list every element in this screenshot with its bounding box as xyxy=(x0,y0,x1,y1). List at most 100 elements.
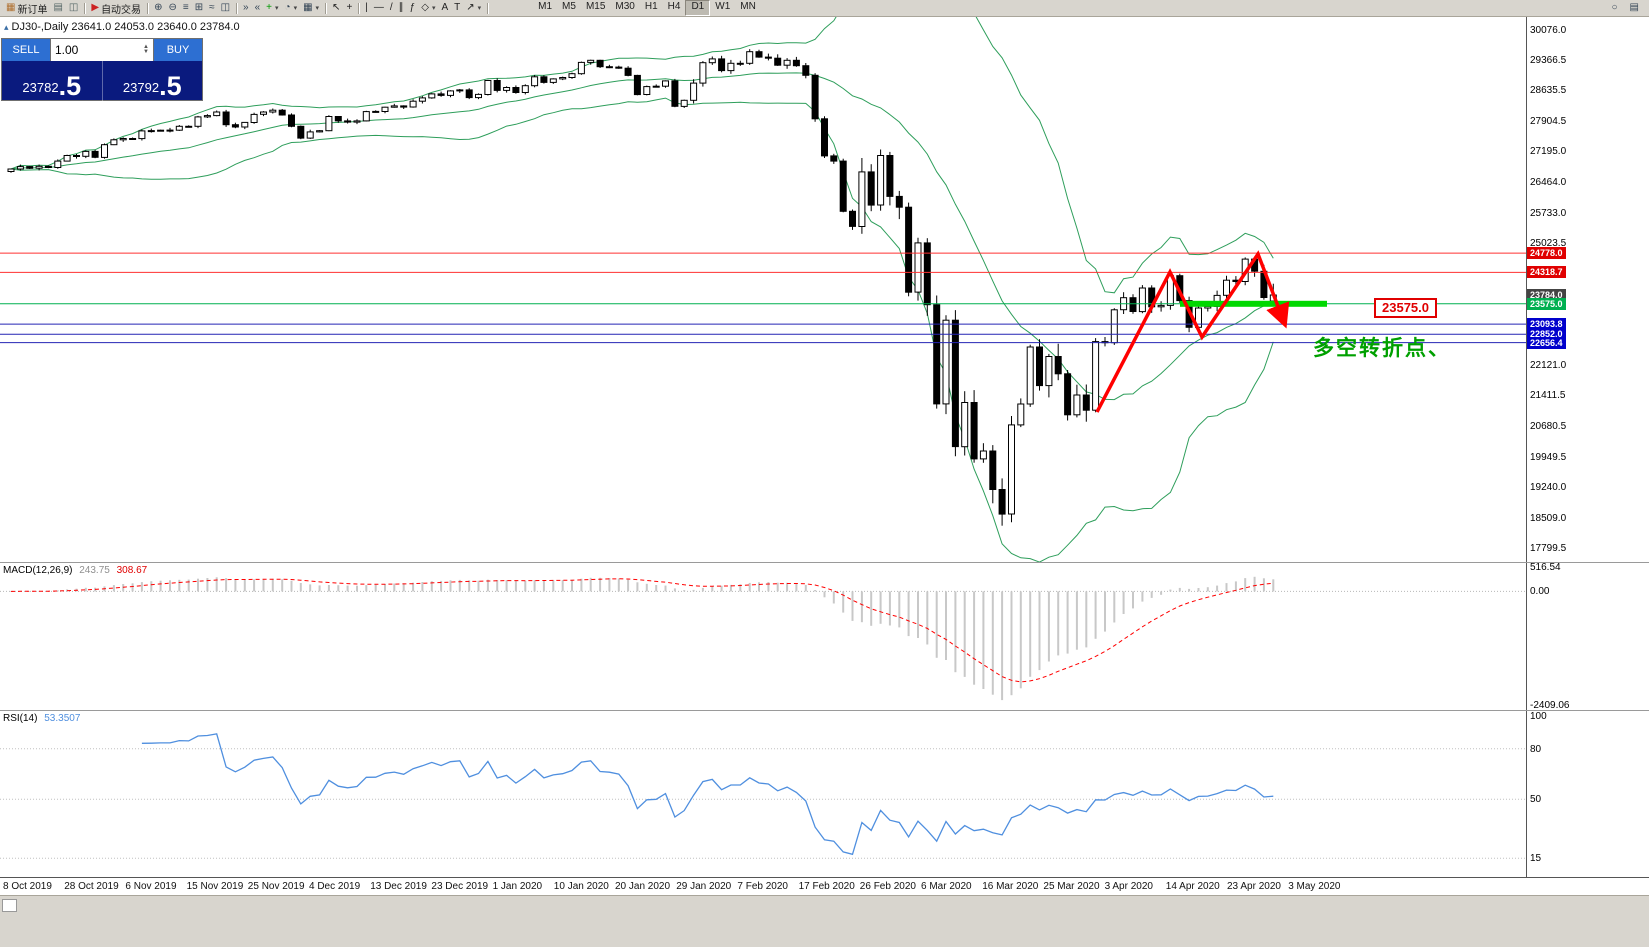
date-label: 23 Apr 2020 xyxy=(1227,881,1281,892)
periods-icon-caret[interactable]: ▾ xyxy=(293,5,298,12)
macd-axis-border xyxy=(1526,563,1527,710)
layout-icon[interactable]: ▤ xyxy=(1627,1,1642,16)
timeframe-m15[interactable]: M15 xyxy=(585,1,606,12)
buy-price-main: 23792 xyxy=(122,80,160,95)
tile-windows-icon[interactable]: ◫ xyxy=(218,1,233,16)
symbol-icon: ▴ xyxy=(4,21,9,32)
auto-scroll-icon: » xyxy=(243,2,249,13)
volume-spinner[interactable]: ▲ ▼ xyxy=(143,44,149,55)
templates-icon: ▦ xyxy=(303,2,313,13)
profiles-icon[interactable]: ◫ xyxy=(66,1,81,16)
channel-icon: ∥ xyxy=(398,2,404,13)
rsi-axis[interactable]: 100 80 50 15 xyxy=(1527,711,1649,877)
periods-icon[interactable]: ◔ ▾ xyxy=(282,1,301,16)
timeframe-m30[interactable]: M30 xyxy=(615,1,635,12)
macd-label: MACD(12,26,9) 243.75 308.67 xyxy=(3,565,147,576)
periods-icon: ◔ xyxy=(284,2,291,13)
line-chart-type-icon[interactable]: ≈ xyxy=(206,1,218,16)
zoom-out-icon: ⊖ xyxy=(168,2,177,13)
sell-button[interactable]: SELL xyxy=(2,39,50,61)
timeframe-h1[interactable]: H1 xyxy=(644,1,658,12)
new-order-button[interactable]: ▦ 新订单 xyxy=(3,1,50,16)
templates-icon-caret[interactable]: ▾ xyxy=(315,5,320,12)
indicators-icon[interactable]: + ▾ xyxy=(263,1,281,16)
price-tick: 29366.5 xyxy=(1530,54,1567,66)
horizontal-scrollbar[interactable] xyxy=(0,895,1649,947)
chart-note-annotation[interactable]: 多空转折点、 xyxy=(1313,337,1451,360)
rsi-canvas[interactable] xyxy=(0,711,1526,877)
toolbar-separator xyxy=(84,2,86,14)
date-label: 3 Apr 2020 xyxy=(1104,881,1153,892)
indicators-icon-caret[interactable]: ▾ xyxy=(275,5,279,12)
crosshair-icon[interactable]: + xyxy=(343,1,355,16)
bar-chart-type-icon[interactable]: ≡ xyxy=(180,1,192,16)
price-axis[interactable]: 30076.0 29366.5 28635.5 27904.5 27195.0 26464… xyxy=(1527,17,1649,562)
price-callout-label[interactable]: 23575.0 xyxy=(1374,298,1437,318)
search-icon: ○ xyxy=(1611,2,1618,13)
vertical-line-icon: | xyxy=(365,2,368,13)
crosshair-icon: + xyxy=(346,2,353,13)
date-label: 13 Dec 2019 xyxy=(370,881,427,892)
trendline-icon[interactable]: / xyxy=(387,1,396,16)
date-label: 26 Feb 2020 xyxy=(859,881,916,892)
timeframe-m5[interactable]: M5 xyxy=(562,1,576,12)
layout-icon: ▤ xyxy=(1629,2,1639,13)
one-click-trade-panel: SELL 1.00 ▲ ▼ BUY 23782 .5 23792 .5 xyxy=(1,38,203,101)
horizontal-line-icon[interactable]: — xyxy=(371,1,387,16)
date-label: 29 Jan 2020 xyxy=(676,881,732,892)
price-badge: 24318.7 xyxy=(1527,266,1566,279)
cursor-icon[interactable]: ↖ xyxy=(329,1,343,16)
templates-icon[interactable]: ▦ ▾ xyxy=(300,1,322,16)
rsi-axis-label: 50 xyxy=(1530,794,1542,806)
auto-scroll-icon[interactable]: » xyxy=(240,1,252,16)
search-icon[interactable]: ○ xyxy=(1609,1,1621,16)
chart-shift-icon[interactable]: « xyxy=(252,1,264,16)
date-label: 25 Nov 2019 xyxy=(247,881,305,892)
sell-price-pip: .5 xyxy=(58,71,82,101)
date-label: 16 Mar 2020 xyxy=(982,881,1039,892)
zoom-out-icon[interactable]: ⊖ xyxy=(165,1,179,16)
vertical-line-icon[interactable]: | xyxy=(362,1,371,16)
macd-axis[interactable]: 516.54 0.00 -2409.06 xyxy=(1527,562,1649,711)
text-icon[interactable]: A xyxy=(438,1,451,16)
rsi-axis-label: 80 xyxy=(1530,743,1542,755)
chart-window-icon[interactable]: ▤ xyxy=(50,1,65,16)
toolbar-right-group: ○ ▤ xyxy=(1609,1,1647,16)
toolbar-separator xyxy=(147,2,149,14)
timeframe-h4[interactable]: H4 xyxy=(667,1,681,12)
timeframe-m1[interactable]: M1 xyxy=(538,1,553,12)
buy-price[interactable]: 23792 .5 xyxy=(103,61,203,101)
channel-icon[interactable]: ∥ xyxy=(396,1,407,16)
date-label: 25 Mar 2020 xyxy=(1043,881,1100,892)
zoom-in-icon[interactable]: ⊕ xyxy=(151,1,165,16)
main-chart-canvas[interactable] xyxy=(0,17,1526,562)
timeframe-w1[interactable]: W1 xyxy=(715,1,731,12)
timeframe-d1[interactable]: D1 xyxy=(685,0,711,16)
tile-windows-icon: ◫ xyxy=(220,2,231,13)
buy-button[interactable]: BUY xyxy=(154,39,202,61)
quick-nav-box[interactable] xyxy=(2,899,17,912)
profiles-icon: ◫ xyxy=(68,2,79,13)
shapes-icon-caret[interactable]: ▾ xyxy=(431,5,436,12)
autotrade-icon: ▶ xyxy=(91,2,100,13)
volume-value: 1.00 xyxy=(55,43,79,57)
price-axis-border xyxy=(1526,17,1527,562)
time-axis[interactable]: 8 Oct 2019 28 Oct 2019 6 Nov 2019 15 Nov 20… xyxy=(0,877,1649,895)
sell-price[interactable]: 23782 .5 xyxy=(2,61,103,101)
macd-canvas[interactable] xyxy=(0,563,1526,710)
text-label-icon[interactable]: T xyxy=(451,1,463,16)
volume-input[interactable]: 1.00 ▲ ▼ xyxy=(50,39,154,61)
macd-axis-label: 0.00 xyxy=(1530,586,1550,598)
shapes-icon[interactable]: ◇ ▾ xyxy=(418,1,438,16)
candle-chart-type-icon[interactable]: ⊞ xyxy=(192,1,206,16)
price-tick: 19240.0 xyxy=(1530,481,1567,493)
fibonacci-icon[interactable]: ƒ xyxy=(407,1,419,16)
arrows-icon[interactable]: ↗ ▾ xyxy=(463,1,484,16)
chart-shift-icon: « xyxy=(254,2,261,13)
timeframe-mn[interactable]: MN xyxy=(740,1,756,12)
arrows-icon-caret[interactable]: ▾ xyxy=(477,5,482,12)
new-order-button-label: 新订单 xyxy=(17,4,48,16)
new-order-icon: ▦ xyxy=(6,2,16,13)
autotrade-button[interactable]: ▶ 自动交易 xyxy=(88,1,144,16)
price-tick: 25733.0 xyxy=(1530,207,1567,219)
